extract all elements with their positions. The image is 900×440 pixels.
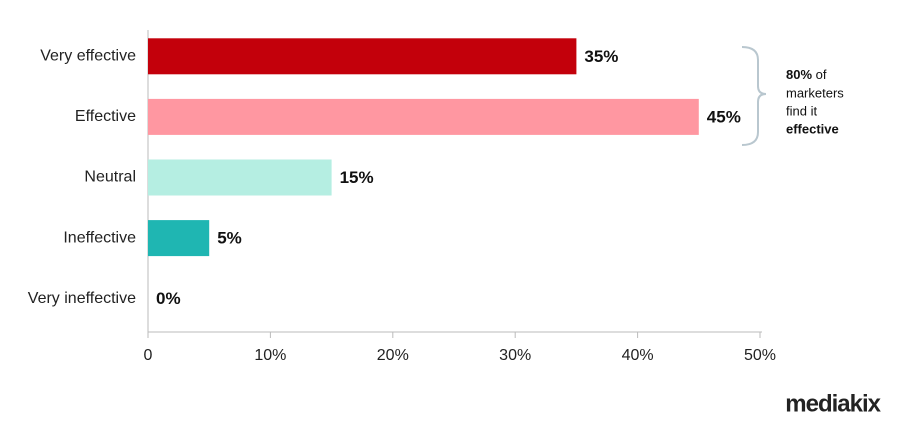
bar (148, 38, 577, 75)
x-tick-label: 10% (254, 347, 286, 364)
annotation-part: find it (786, 103, 817, 118)
annotation-part: effective (786, 121, 839, 136)
x-tick-label: 0 (144, 347, 153, 364)
y-tick-label: Ineffective (63, 229, 136, 246)
value-label: 35% (584, 47, 618, 66)
annotation-part: 80% (786, 67, 812, 82)
x-tick-label: 20% (377, 347, 409, 364)
y-tick-label: Very effective (40, 48, 136, 65)
y-tick-label: Very ineffective (28, 290, 136, 307)
x-tick-label: 50% (744, 347, 776, 364)
logo: mediakix (785, 390, 881, 417)
value-label: 45% (707, 107, 741, 126)
x-tick-label: 40% (622, 347, 654, 364)
bar (148, 220, 210, 257)
bar (148, 159, 332, 196)
annotation: 80% of (786, 67, 827, 82)
y-tick-label: Neutral (84, 169, 136, 186)
y-tick-label: Effective (75, 108, 136, 125)
x-tick-label: 30% (499, 347, 531, 364)
bracket (741, 46, 767, 146)
value-label: 0% (156, 289, 181, 308)
annotation-part: marketers (786, 85, 844, 100)
value-label: 5% (217, 229, 242, 248)
bar (148, 98, 699, 135)
annotation-part: of (816, 67, 827, 82)
value-label: 15% (340, 168, 374, 187)
